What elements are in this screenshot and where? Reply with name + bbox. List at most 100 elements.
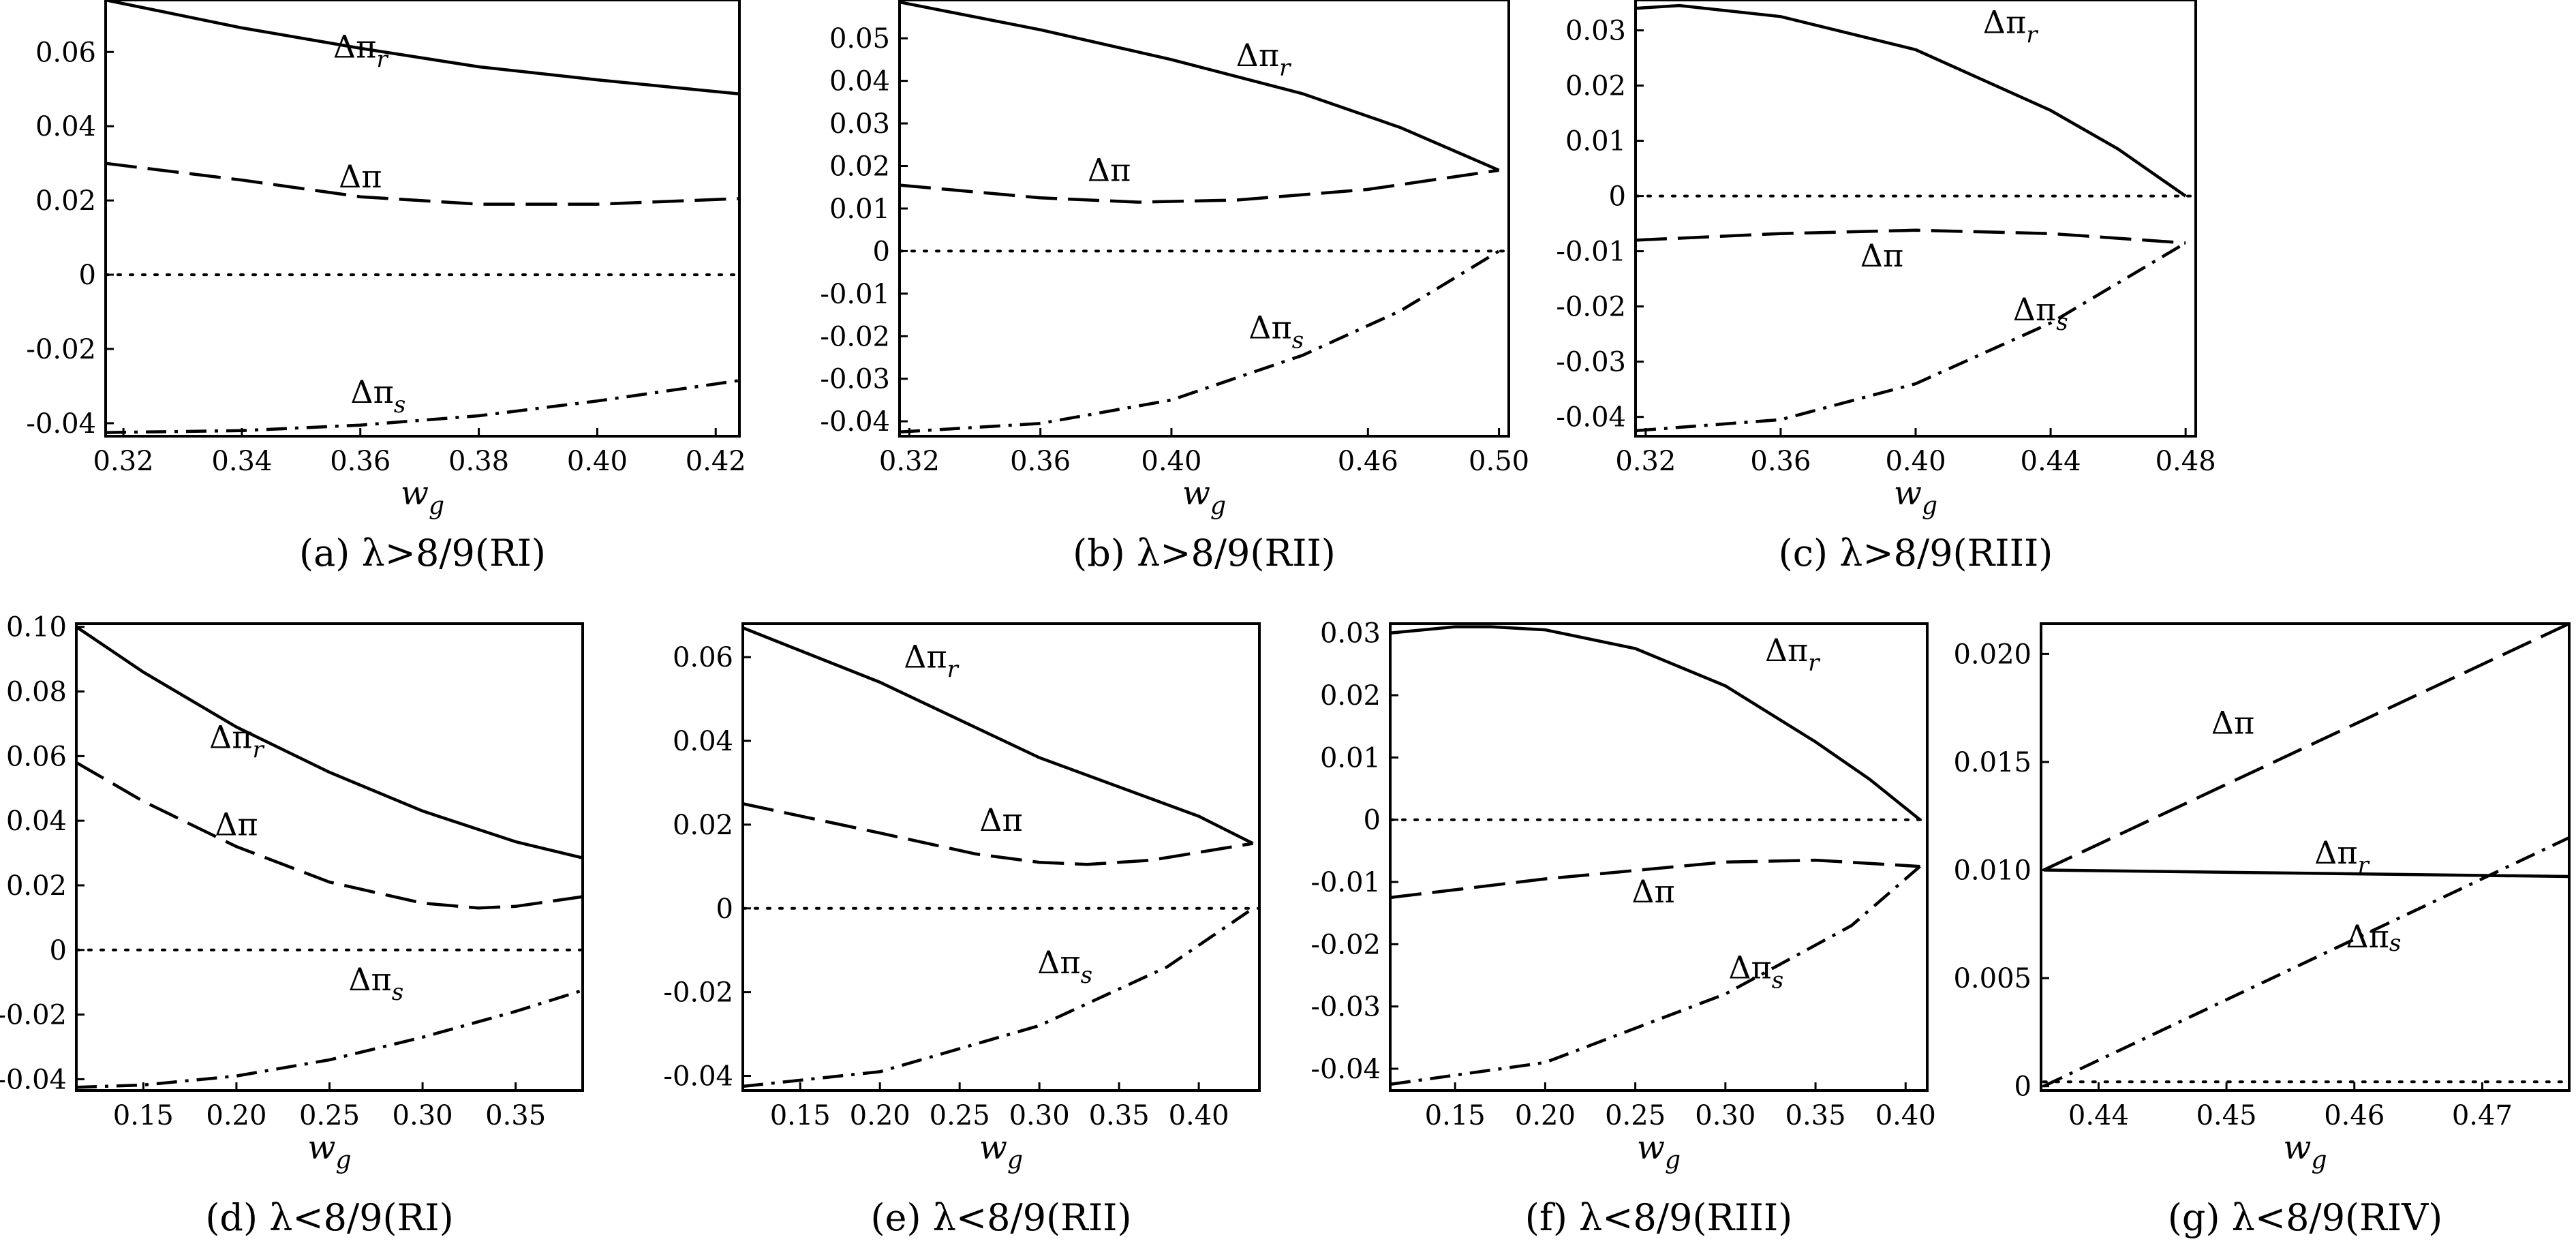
x-axis-label: wg: [1637, 1129, 1681, 1174]
y-tick-label: -0.04: [663, 1061, 733, 1092]
x-tick-label: 0.15: [770, 1100, 831, 1131]
x-tick-label: 0.50: [1469, 446, 1529, 477]
x-tick-label: 0.30: [393, 1100, 453, 1131]
y-tick-label: 0.03: [829, 108, 890, 140]
x-tick-label: 0.42: [686, 446, 746, 477]
y-tick-label: -0.02: [820, 321, 890, 352]
series-label: Δπr: [209, 719, 264, 764]
y-tick-label: 0: [50, 935, 67, 966]
y-tick-label: 0.02: [829, 151, 890, 183]
series-line-dashdot: [105, 379, 740, 434]
x-tick-label: 0.44: [2068, 1100, 2129, 1131]
series-line-dash: [2042, 622, 2570, 872]
x-tick-label: 0.34: [211, 446, 272, 477]
x-axis-label: wg: [401, 474, 444, 520]
chart-caption: (g) λ<8/9(RIV): [2168, 1196, 2442, 1239]
series-line-dashdot: [76, 988, 583, 1089]
y-tick-label: 0.03: [1565, 16, 1626, 47]
series-label: Δπ: [1088, 151, 1131, 188]
x-tick-label: 0.48: [2156, 446, 2216, 477]
x-tick-label: 0.30: [1695, 1100, 1755, 1131]
y-tick-label: 0.03: [1320, 618, 1381, 650]
y-tick-label: 0.01: [829, 194, 890, 225]
y-tick-label: 0.005: [1953, 963, 2031, 994]
x-tick-label: 0.40: [1875, 1100, 1936, 1131]
x-tick-label: 0.40: [567, 446, 628, 477]
plot-frame: [104, 0, 741, 438]
y-tick-label: -0.04: [820, 406, 890, 438]
x-axis-label: wg: [1182, 474, 1226, 520]
series-label: Δπs: [350, 374, 405, 418]
chart-caption: (d) λ<8/9(RI): [205, 1196, 453, 1239]
x-tick-label: 0.45: [2196, 1100, 2257, 1131]
series-label: Δπr: [1236, 37, 1291, 82]
y-tick-label: -0.02: [1556, 292, 1626, 323]
series-line-solid: [742, 626, 1254, 845]
x-tick-label: 0.36: [1750, 446, 1811, 477]
series-line-solid: [75, 625, 583, 859]
series-line-dash: [899, 168, 1499, 204]
series-label: Δπ: [1631, 873, 1674, 910]
plot-frame: [75, 622, 584, 1092]
y-tick-label: -0.02: [663, 977, 733, 1009]
chart-panel-1: Δπr Δπ Δπs 0.32 0.34 0.36 0.38 0.40 0.42 -0.04 -0.…: [26, 0, 746, 575]
chart-panel-2: Δπr Δπ Δπs 0.32 0.36 0.40 0.46 0.50 -0.04 -0.03 -0…: [820, 0, 1529, 575]
x-tick-label: 0.25: [1605, 1100, 1666, 1131]
x-tick-label: 0.35: [1089, 1100, 1150, 1131]
x-tick-label: 0.36: [330, 446, 390, 477]
series-label: Δπr: [1983, 4, 2038, 49]
y-tick-label: 0.010: [1953, 855, 2031, 887]
series-label: Δπs: [1037, 944, 1092, 989]
y-tick-label: 0.06: [673, 642, 733, 673]
series-line-solid: [2043, 868, 2570, 879]
x-tick-label: 0.46: [1338, 446, 1398, 477]
x-tick-label: 0.35: [1785, 1100, 1846, 1131]
series-line-dash: [1635, 228, 2186, 245]
y-tick-label: 0.015: [1953, 747, 2031, 778]
y-tick-label: -0.02: [0, 1000, 67, 1031]
y-tick-label: 0.04: [35, 111, 96, 142]
y-tick-label: -0.04: [26, 408, 96, 440]
x-tick-label: 0.32: [879, 446, 940, 477]
plot-frame: [2040, 622, 2571, 1092]
chart-caption: (b) λ>8/9(RII): [1073, 532, 1336, 575]
x-tick-label: 0.20: [1515, 1100, 1576, 1131]
series-line-dash: [105, 162, 740, 206]
x-axis-label: wg: [979, 1129, 1023, 1174]
series-line-solid: [899, 0, 1500, 172]
y-tick-label: 0.01: [1320, 742, 1381, 774]
y-tick-label: -0.02: [26, 334, 96, 365]
x-tick-label: 0.20: [206, 1100, 266, 1131]
y-tick-label: -0.04: [1556, 402, 1626, 433]
x-axis-label: wg: [307, 1129, 351, 1174]
y-tick-label: 0.02: [6, 870, 67, 902]
x-tick-label: 0.32: [93, 446, 154, 477]
series-label: Δπs: [348, 961, 403, 1006]
y-tick-label: 0.04: [829, 66, 890, 97]
series-label: Δπ: [215, 806, 258, 843]
y-tick-label: 0.02: [1320, 680, 1381, 712]
x-tick-label: 0.32: [1615, 446, 1676, 477]
x-tick-label: 0.35: [485, 1100, 546, 1131]
series-label: Δπr: [1765, 632, 1820, 677]
y-tick-label: 0.06: [6, 741, 67, 772]
series-label: Δπr: [904, 639, 959, 684]
y-tick-label: -0.01: [1310, 867, 1381, 898]
x-tick-label: 0.25: [299, 1100, 360, 1131]
x-tick-label: 0.15: [113, 1100, 174, 1131]
series-label: Δπs: [1248, 309, 1304, 354]
y-tick-label: -0.04: [0, 1064, 67, 1095]
y-tick-label: -0.03: [1556, 347, 1626, 378]
x-tick-label: 0.20: [850, 1100, 910, 1131]
y-tick-label: 0: [1364, 805, 1381, 836]
x-tick-label: 0.36: [1010, 446, 1071, 477]
chart-caption: (c) λ>8/9(RIII): [1779, 532, 2053, 575]
x-tick-label: 0.40: [1169, 1100, 1229, 1131]
y-tick-label: 0.02: [673, 810, 733, 841]
series-line-solid: [105, 0, 740, 96]
chart-caption: (a) λ>8/9(RI): [299, 532, 546, 575]
